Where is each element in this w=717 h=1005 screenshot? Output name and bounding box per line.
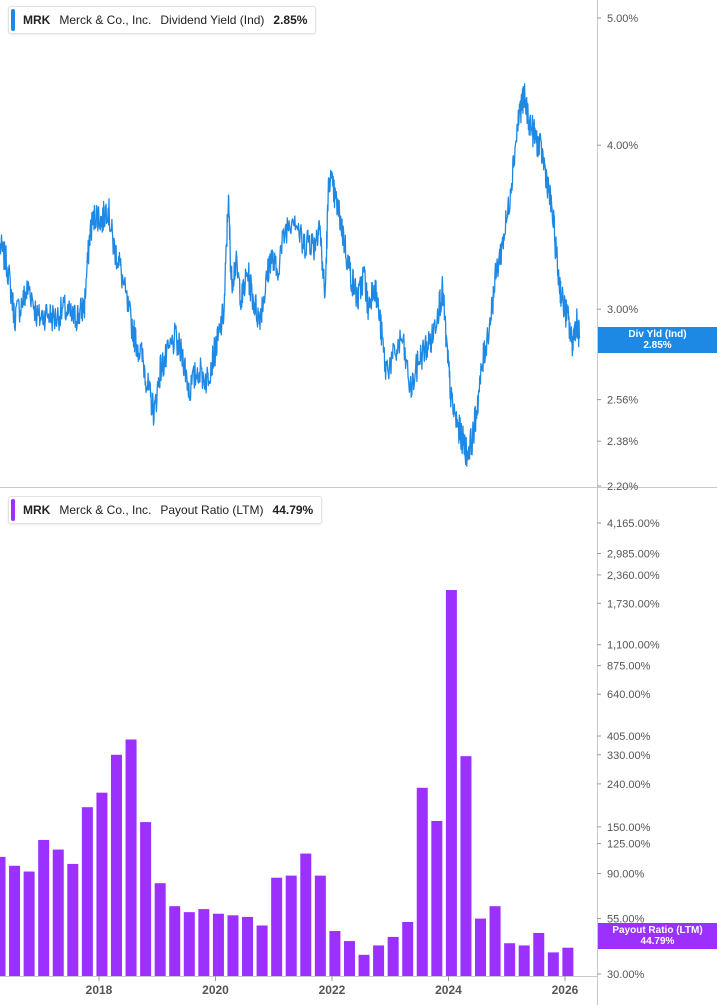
top-legend: MRK Merck & Co., Inc. Dividend Yield (In…	[8, 6, 317, 34]
bottom-y-tick-label: 1,100.00%	[607, 640, 660, 652]
bottom-y-tick-label: 125.00%	[607, 839, 651, 851]
bottom-legend: MRK Merck & Co., Inc. Payout Ratio (LTM)…	[8, 496, 323, 524]
payout-ratio-bar	[198, 909, 210, 976]
payout-ratio-bar	[110, 754, 122, 976]
top-y-tick-label: 2.56%	[607, 395, 638, 407]
x-tick-label: 2018	[86, 983, 113, 997]
payout-ratio-bar	[475, 918, 487, 976]
payout-ratio-bar	[169, 906, 181, 976]
payout-ratio-bar	[445, 590, 457, 976]
payout-ratio-bar	[343, 941, 355, 976]
payout-ratio-bar	[431, 820, 443, 976]
bottom-legend-metric: Payout Ratio (LTM)	[160, 503, 264, 517]
bottom-tag-label: Payout Ratio (LTM)	[612, 925, 703, 936]
payout-ratio-bar	[547, 952, 559, 976]
bottom-value-tag: Payout Ratio (LTM) 44.79%	[598, 923, 717, 949]
payout-ratio-bar	[38, 839, 50, 976]
top-value-tag: Div Yld (Ind) 2.85%	[598, 327, 717, 353]
payout-ratio-bar	[460, 756, 472, 976]
top-legend-value: 2.85%	[273, 13, 308, 27]
payout-ratio-bar	[518, 945, 530, 976]
payout-ratio-bar	[504, 943, 516, 976]
payout-ratio-bar	[373, 945, 385, 976]
top-y-tick-label: 5.00%	[607, 13, 638, 25]
x-tick-label: 2020	[202, 983, 229, 997]
bottom-y-tick-label: 330.00%	[607, 750, 651, 762]
top-y-tick-label: 2.20%	[607, 481, 638, 493]
top-y-tick-label: 4.00%	[607, 140, 638, 152]
payout-ratio-bar	[358, 954, 370, 976]
bottom-y-tick-label: 4,165.00%	[607, 518, 660, 530]
bottom-y-tick-label: 240.00%	[607, 779, 651, 791]
top-legend-company: Merck & Co., Inc.	[59, 13, 152, 27]
payout-ratio-bar	[562, 947, 574, 976]
bottom-tag-value: 44.79%	[640, 936, 675, 947]
payout-ratio-bar	[212, 913, 224, 976]
payout-ratio-bar	[227, 915, 239, 976]
bottom-y-tick-label: 1,730.00%	[607, 598, 660, 610]
top-y-tick-label: 3.00%	[607, 304, 638, 316]
payout-ratio-bar	[125, 739, 137, 976]
bottom-y-tick-label: 90.00%	[607, 869, 645, 881]
payout-ratio-bar	[96, 792, 108, 976]
payout-ratio-bar	[0, 856, 6, 976]
payout-ratio-bar	[9, 865, 21, 976]
bottom-y-tick-label: 2,360.00%	[607, 570, 660, 582]
bottom-y-tick-label: 30.00%	[607, 969, 645, 981]
top-tag-label: Div Yld (Ind)	[628, 329, 687, 340]
bottom-y-tick-label: 875.00%	[607, 661, 651, 673]
payout-ratio-bar	[271, 877, 283, 976]
payout-ratio-bar	[402, 921, 414, 976]
top-legend-swatch	[11, 9, 15, 31]
payout-ratio-bar	[183, 912, 195, 976]
payout-ratio-bar	[387, 936, 399, 976]
payout-ratio-bar	[285, 875, 297, 976]
payout-ratio-bar	[533, 932, 545, 976]
x-tick-label: 2024	[435, 983, 462, 997]
x-tick-label: 2022	[319, 983, 346, 997]
payout-ratio-bar	[416, 787, 428, 976]
top-tag-value: 2.85%	[643, 340, 672, 351]
bottom-legend-value: 44.79%	[272, 503, 314, 517]
payout-ratio-bar	[242, 916, 254, 976]
payout-ratio-bar	[154, 883, 166, 976]
top-legend-ticker: MRK	[23, 13, 51, 27]
bottom-y-tick-label: 640.00%	[607, 689, 651, 701]
payout-ratio-bar	[81, 807, 93, 976]
payout-ratio-bar	[300, 853, 312, 976]
payout-ratio-bar	[256, 925, 268, 976]
bottom-legend-ticker: MRK	[23, 503, 51, 517]
payout-ratio-bar	[140, 822, 152, 976]
top-legend-metric: Dividend Yield (Ind)	[160, 13, 265, 27]
x-tick-label: 2026	[552, 983, 579, 997]
bottom-y-tick-label: 2,985.00%	[607, 548, 660, 560]
payout-ratio-bar	[23, 871, 35, 976]
payout-ratio-bar	[67, 863, 79, 976]
payout-ratio-bar	[52, 849, 64, 976]
payout-ratio-bar	[314, 875, 326, 976]
bottom-legend-company: Merck & Co., Inc.	[59, 503, 152, 517]
bottom-legend-swatch	[11, 499, 15, 521]
top-y-tick-label: 2.38%	[607, 436, 638, 448]
bottom-y-tick-label: 150.00%	[607, 822, 651, 834]
dividend-yield-line	[0, 83, 581, 467]
payout-ratio-bar	[329, 931, 341, 976]
bottom-y-tick-label: 405.00%	[607, 731, 651, 743]
payout-ratio-bar	[489, 906, 501, 976]
bottom-y-tick-label: 55.00%	[607, 914, 645, 926]
